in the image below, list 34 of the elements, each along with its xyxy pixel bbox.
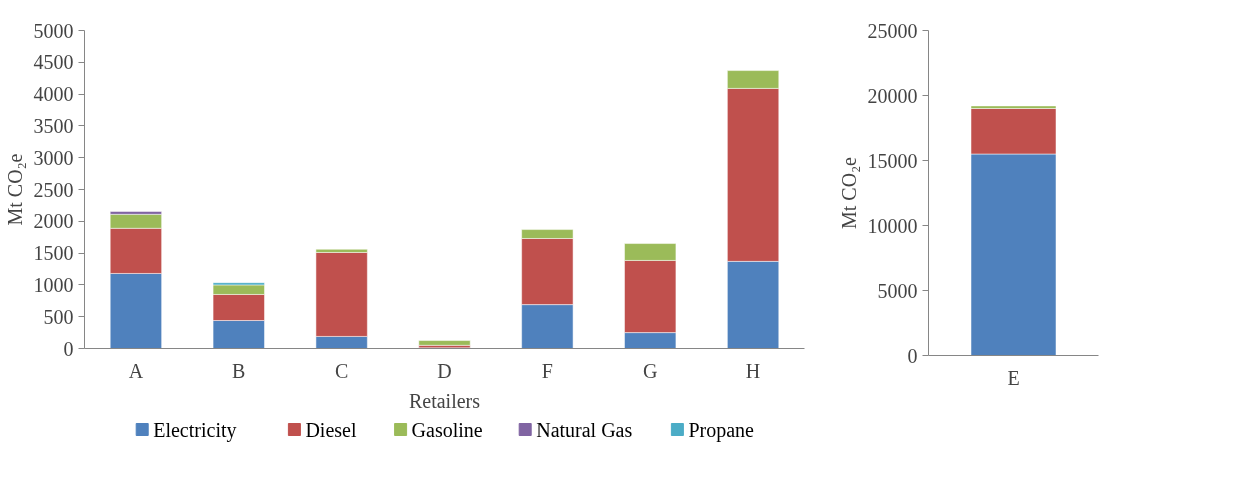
x-tick-label: H: [745, 359, 761, 382]
bar: [418, 340, 471, 346]
y-tick-label: 5000: [877, 279, 918, 302]
y-tick-label: 5000: [33, 19, 74, 42]
legend-label: Propane: [688, 418, 755, 442]
y-tick-label: 500: [43, 305, 74, 328]
x-tick-label: F: [541, 359, 553, 382]
x-axis-title: Retailers: [408, 389, 481, 412]
legend-label: Diesel: [305, 418, 357, 441]
y-tick-label: 3000: [33, 146, 74, 169]
y-tick-label: 25000: [867, 19, 918, 42]
x-tick-label: D: [437, 359, 452, 382]
x-tick-label: G: [642, 359, 658, 382]
x-tick-label: E: [1007, 366, 1020, 389]
legend-label: Natural Gas: [536, 418, 633, 441]
y-tick-label: 2500: [33, 178, 74, 201]
y-tick-label: 4500: [33, 51, 74, 74]
y-tick-label: 2000: [33, 210, 74, 233]
y-tick-label: 1000: [33, 273, 74, 296]
y-tick-label: 4000: [33, 83, 74, 106]
legend-label: Electricity: [153, 418, 237, 442]
y-axis-title: Mt CO₂e: [3, 153, 26, 226]
y-tick-label: 20000: [867, 84, 918, 107]
y-tick-label: 10000: [867, 214, 918, 237]
y-axis-title: Mt CO₂e: [837, 156, 860, 229]
y-tick-label: 0: [63, 337, 74, 360]
x-tick-label: A: [128, 359, 144, 382]
y-tick-label: 15000: [867, 149, 918, 172]
legend-label: Gasoline: [411, 418, 483, 441]
y-tick-label: 1500: [33, 242, 74, 265]
x-tick-label: B: [232, 359, 246, 382]
y-tick-label: 3500: [33, 114, 74, 137]
y-tick-label: 0: [907, 344, 918, 367]
x-tick-label: C: [334, 359, 349, 382]
